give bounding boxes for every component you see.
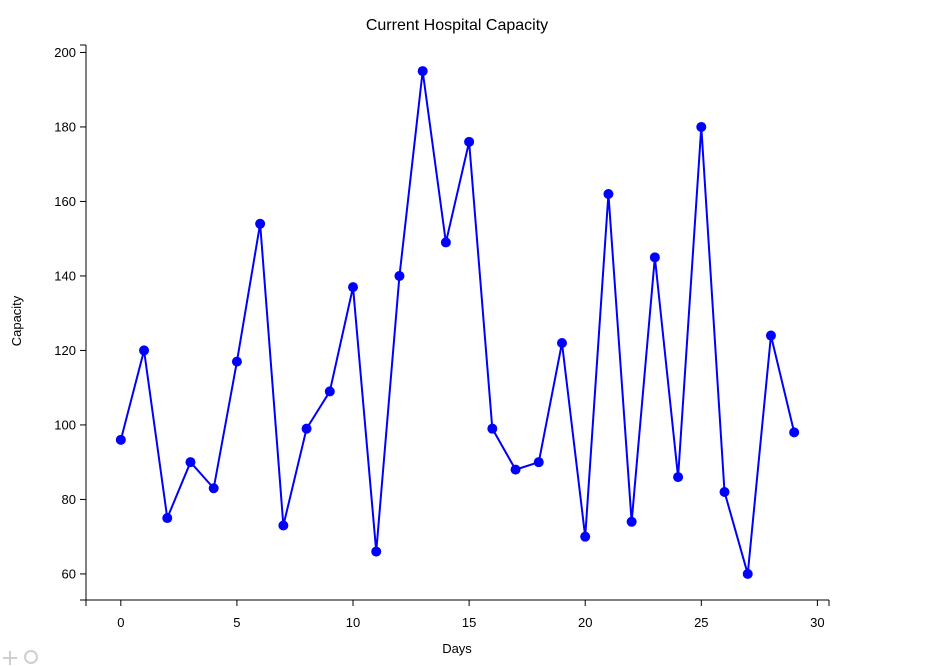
data-point — [580, 531, 591, 542]
y-tick-label: 200 — [54, 45, 76, 60]
data-point — [789, 427, 800, 438]
data-point — [765, 330, 776, 341]
data-point — [464, 136, 475, 147]
data-point — [394, 270, 405, 281]
data-point — [324, 386, 335, 397]
data-point — [255, 218, 266, 229]
data-point — [649, 252, 660, 263]
data-point — [696, 121, 707, 132]
x-axis-label: Days — [442, 641, 472, 656]
x-tick-label: 0 — [117, 615, 124, 630]
data-point — [742, 568, 753, 579]
zoom-icon[interactable] — [24, 650, 38, 664]
data-point — [487, 423, 498, 434]
y-tick-label: 60 — [62, 566, 76, 581]
y-tick-label: 140 — [54, 268, 76, 283]
data-point — [115, 434, 126, 445]
data-point — [533, 457, 544, 468]
data-point — [556, 337, 567, 348]
x-axis: 0 5 10 15 20 25 30 — [85, 599, 830, 630]
move-icon[interactable] — [3, 651, 17, 665]
data-point — [348, 282, 359, 293]
data-point — [162, 513, 173, 524]
data-point — [603, 188, 614, 199]
data-point — [371, 546, 382, 557]
x-tick-label: 15 — [462, 615, 476, 630]
plot-toolbar[interactable] — [0, 646, 44, 666]
data-point — [719, 486, 730, 497]
x-tick-label: 25 — [694, 615, 708, 630]
data-point — [417, 66, 428, 77]
data-point — [278, 520, 289, 531]
data-point — [208, 483, 219, 494]
data-point — [626, 516, 637, 527]
y-tick-label: 120 — [54, 343, 76, 358]
x-tick-label: 10 — [346, 615, 360, 630]
x-tick-label: 20 — [578, 615, 592, 630]
y-axis: 60 80 100 120 140 160 180 200 — [54, 44, 87, 601]
x-tick-label: 30 — [810, 615, 824, 630]
data-point — [440, 237, 451, 248]
x-tick-label: 5 — [233, 615, 240, 630]
y-tick-label: 180 — [54, 119, 76, 134]
data-point — [510, 464, 521, 475]
data-point — [231, 356, 242, 367]
data-point — [673, 472, 684, 483]
y-axis-label: Capacity — [9, 295, 24, 346]
data-point — [185, 457, 196, 468]
data-point — [301, 423, 312, 434]
chart-title: Current Hospital Capacity — [366, 17, 548, 34]
y-tick-label: 100 — [54, 417, 76, 432]
series-line — [119, 70, 796, 575]
y-tick-label: 160 — [54, 194, 76, 209]
data-point — [139, 345, 150, 356]
series-layer — [115, 66, 800, 579]
y-tick-label: 80 — [62, 492, 76, 507]
